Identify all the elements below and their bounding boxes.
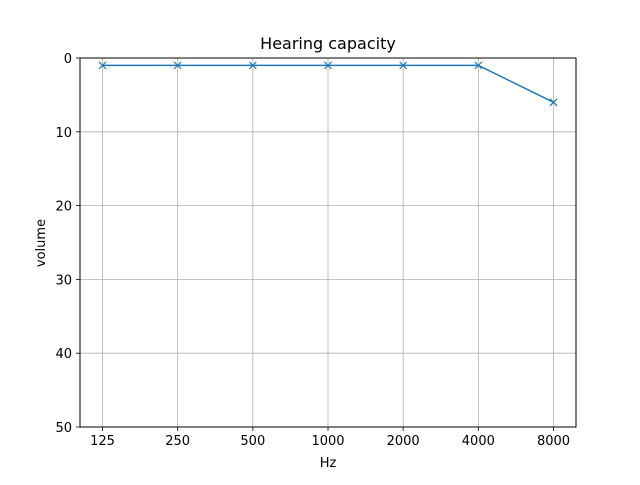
data-point-marker: [248, 61, 257, 70]
x-tick-label: 4000: [462, 434, 495, 449]
x-tick-label: 2000: [387, 434, 420, 449]
x-tick-label: 8000: [537, 434, 570, 449]
y-tick-label: 10: [55, 126, 72, 141]
x-axis-label: Hz: [320, 456, 337, 471]
y-tick-label: 40: [55, 347, 72, 362]
y-tick-label: 20: [55, 200, 72, 215]
marker-stroke: [248, 61, 257, 70]
data-point-marker: [173, 61, 182, 70]
data-point-marker: [324, 61, 332, 70]
chart-title: Hearing capacity: [260, 34, 396, 53]
marker-stroke: [173, 61, 182, 70]
marker-stroke: [474, 61, 483, 70]
y-tick-label: 50: [55, 421, 72, 436]
series-layer: [98, 61, 558, 107]
data-point-marker: [98, 61, 107, 70]
x-tick-label: 125: [90, 434, 115, 449]
marker-stroke: [98, 61, 107, 70]
data-point-marker: [399, 61, 408, 70]
x-tick-label: 500: [240, 434, 265, 449]
y-axis-label: volume: [34, 219, 49, 267]
x-tick-label: 1000: [311, 434, 344, 449]
y-tick-label: 0: [64, 52, 72, 67]
marker-stroke: [324, 61, 332, 70]
marker-stroke: [399, 61, 408, 70]
x-tick-label: 250: [165, 434, 190, 449]
grid-layer: [80, 57, 576, 428]
ticks-layer: 125 250 500 1000 2000 4000 8000 0 10 20 30 40 50: [55, 52, 570, 449]
marker-stroke: [549, 98, 558, 107]
data-point-marker: [549, 98, 558, 107]
data-point-marker: [474, 61, 483, 70]
y-tick-label: 30: [55, 273, 72, 288]
